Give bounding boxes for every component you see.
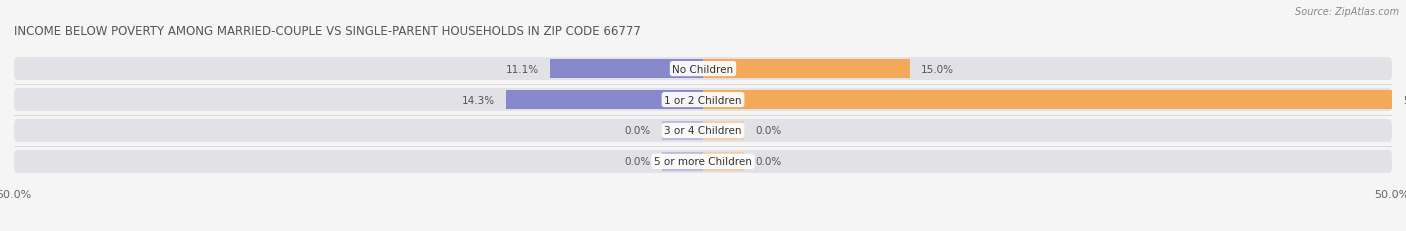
Text: 11.1%: 11.1%: [506, 64, 538, 74]
Text: 0.0%: 0.0%: [624, 126, 651, 136]
Bar: [703, 60, 910, 79]
Text: 1 or 2 Children: 1 or 2 Children: [664, 95, 742, 105]
FancyBboxPatch shape: [14, 150, 1392, 173]
FancyBboxPatch shape: [14, 89, 1392, 112]
Bar: [703, 152, 744, 171]
Bar: [662, 121, 703, 140]
Text: 15.0%: 15.0%: [921, 64, 953, 74]
Bar: [703, 91, 1392, 110]
Bar: [703, 121, 744, 140]
Bar: [506, 91, 703, 110]
Text: 14.3%: 14.3%: [461, 95, 495, 105]
Text: 5 or more Children: 5 or more Children: [654, 157, 752, 167]
FancyBboxPatch shape: [14, 119, 1392, 142]
FancyBboxPatch shape: [14, 58, 1392, 81]
Text: 50.0%: 50.0%: [1403, 95, 1406, 105]
Text: INCOME BELOW POVERTY AMONG MARRIED-COUPLE VS SINGLE-PARENT HOUSEHOLDS IN ZIP COD: INCOME BELOW POVERTY AMONG MARRIED-COUPL…: [14, 25, 641, 38]
Bar: [550, 60, 703, 79]
Text: 0.0%: 0.0%: [624, 157, 651, 167]
Text: 0.0%: 0.0%: [755, 126, 782, 136]
Text: 0.0%: 0.0%: [755, 157, 782, 167]
Text: No Children: No Children: [672, 64, 734, 74]
Bar: [662, 152, 703, 171]
Text: 3 or 4 Children: 3 or 4 Children: [664, 126, 742, 136]
Text: Source: ZipAtlas.com: Source: ZipAtlas.com: [1295, 7, 1399, 17]
